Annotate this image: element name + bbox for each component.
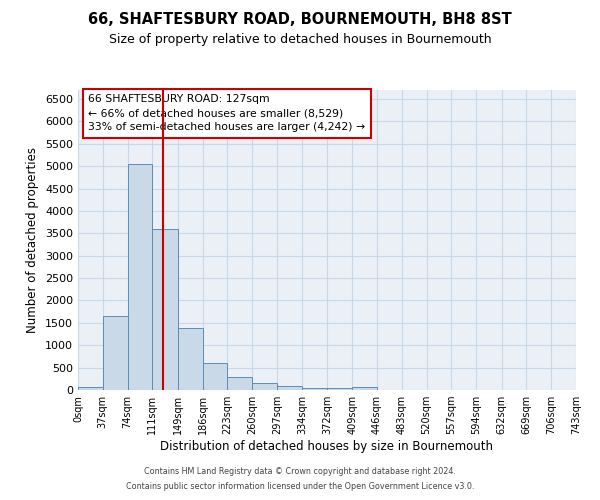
Text: 66 SHAFTESBURY ROAD: 127sqm
← 66% of detached houses are smaller (8,529)
33% of : 66 SHAFTESBURY ROAD: 127sqm ← 66% of det… [88, 94, 365, 132]
Text: Contains HM Land Registry data © Crown copyright and database right 2024.: Contains HM Land Registry data © Crown c… [144, 467, 456, 476]
Bar [252, 383, 277, 390]
Bar [78, 386, 103, 390]
Bar [227, 377, 252, 390]
X-axis label: Distribution of detached houses by size in Bournemouth: Distribution of detached houses by size … [161, 440, 493, 453]
Bar [277, 386, 302, 390]
Bar [152, 229, 178, 390]
Bar [302, 388, 328, 390]
Bar [328, 388, 352, 390]
Text: Contains public sector information licensed under the Open Government Licence v3: Contains public sector information licen… [126, 482, 474, 491]
Bar [103, 316, 128, 390]
Text: 66, SHAFTESBURY ROAD, BOURNEMOUTH, BH8 8ST: 66, SHAFTESBURY ROAD, BOURNEMOUTH, BH8 8… [88, 12, 512, 28]
Bar [203, 362, 227, 390]
Bar [128, 164, 152, 390]
Bar [352, 388, 377, 390]
Text: Size of property relative to detached houses in Bournemouth: Size of property relative to detached ho… [109, 32, 491, 46]
Y-axis label: Number of detached properties: Number of detached properties [26, 147, 40, 333]
Bar [178, 328, 203, 390]
